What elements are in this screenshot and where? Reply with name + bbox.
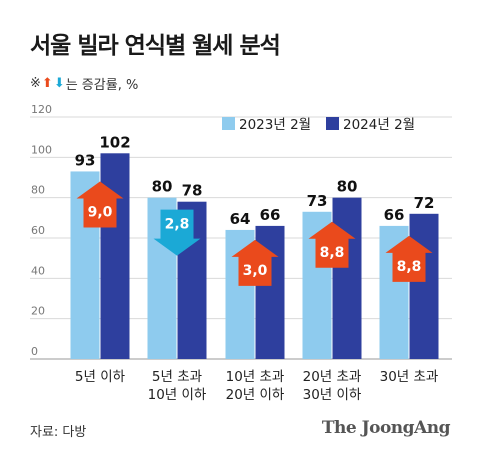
y-tick-label: 40 <box>31 264 45 277</box>
change-rate-label: 8,8 <box>397 259 422 275</box>
arrow-up-icon <box>231 239 279 286</box>
legend-swatch <box>222 117 235 130</box>
legend-swatch <box>326 117 339 130</box>
change-rate-label: 3,0 <box>243 263 268 279</box>
x-tick-label: 20년 이하 <box>226 387 285 403</box>
y-tick-label: 0 <box>31 345 38 358</box>
bar-value-label: 64 <box>230 210 251 228</box>
source-note: 자료: 다방 <box>30 425 87 440</box>
change-rate-label: 8,8 <box>320 245 345 261</box>
x-tick-label: 5년 초과 <box>152 369 202 385</box>
chart-title: 서울 빌라 연식별 월세 분석 <box>30 33 281 59</box>
x-tick-label: 10년 이하 <box>148 387 207 403</box>
y-tick-label: 60 <box>31 224 45 237</box>
arrow-down-icon <box>153 209 201 256</box>
bar <box>332 197 362 359</box>
bar-value-label: 80 <box>152 178 173 196</box>
bar-value-label: 66 <box>384 206 405 224</box>
x-tick-label: 20년 초과 <box>303 369 362 385</box>
bar-value-label: 73 <box>307 192 328 210</box>
arrow-down-icon: ⬇ <box>53 76 65 91</box>
change-rate-label: 2,8 <box>165 217 190 233</box>
x-tick-label: 5년 이하 <box>75 369 126 385</box>
note-text: 는 증감률, % <box>65 78 139 93</box>
change-rate-note: ※ ⬆ ⬇ 는 증감률, % <box>30 74 138 93</box>
y-tick-label: 20 <box>31 305 45 318</box>
arrow-up-icon <box>385 235 433 282</box>
note-prefix: ※ <box>30 76 41 91</box>
legend-label: 2024년 2월 <box>343 117 415 133</box>
arrow-up-icon <box>308 221 356 268</box>
x-tick-label: 30년 초과 <box>380 369 439 385</box>
bar <box>409 213 439 359</box>
arrow-up-icon: ⬆ <box>41 76 53 91</box>
y-tick-label: 120 <box>31 103 52 116</box>
x-tick-label: 30년 이하 <box>303 387 362 403</box>
x-tick-label: 10년 초과 <box>226 369 285 385</box>
brand-logo: The JoongAng <box>321 418 451 438</box>
bar-value-label: 66 <box>260 206 281 224</box>
bar <box>100 153 130 359</box>
y-tick-label: 100 <box>31 143 52 156</box>
bar-value-label: 80 <box>337 178 358 196</box>
bar-value-label: 72 <box>414 194 435 212</box>
bar-value-label: 78 <box>182 182 203 200</box>
change-rate-label: 9,0 <box>88 204 113 220</box>
bar-value-label: 102 <box>99 133 130 151</box>
arrow-up-icon <box>76 181 124 228</box>
bar-value-label: 93 <box>75 151 96 169</box>
legend-label: 2023년 2월 <box>239 117 311 133</box>
y-tick-label: 80 <box>31 184 45 197</box>
